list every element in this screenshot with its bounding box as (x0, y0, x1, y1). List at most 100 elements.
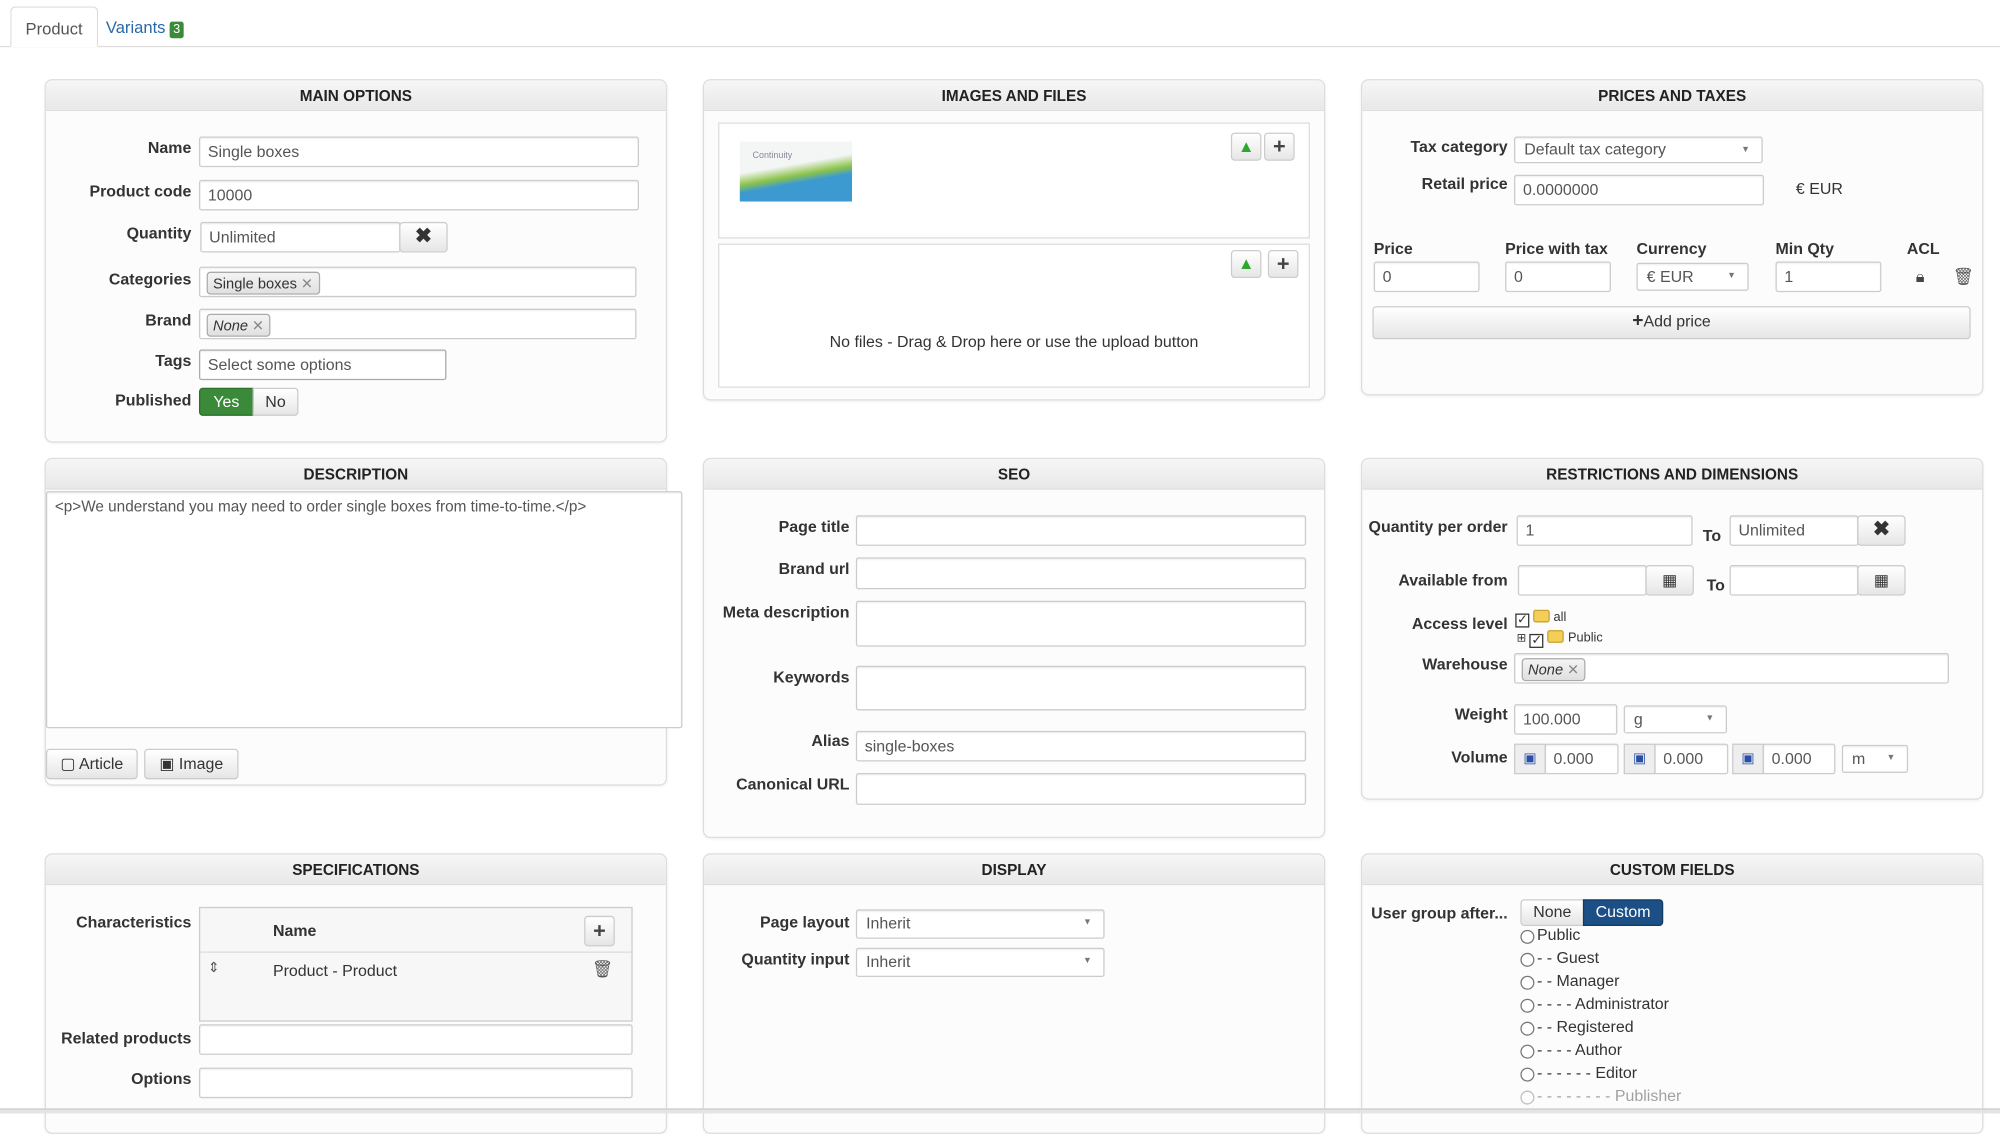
radio-icon[interactable] (1520, 998, 1535, 1013)
radio-group-publisher[interactable]: - - - - - - - - Publisher (1520, 1087, 1681, 1105)
close-icon: ✖ (1872, 519, 1890, 541)
plus-icon: + (1276, 251, 1290, 276)
tax-category-select[interactable]: Default tax category (1514, 136, 1763, 164)
radio-group-author[interactable]: - - - - Author (1520, 1041, 1622, 1059)
volume-unit-select[interactable]: m (1841, 744, 1909, 773)
radio-group-editor[interactable]: - - - - - - Editor (1520, 1064, 1637, 1082)
add-characteristic-button[interactable]: + (584, 915, 615, 947)
product-code-label: Product code (89, 182, 192, 201)
radio-icon[interactable] (1520, 929, 1535, 944)
add-file-button[interactable]: + (1267, 249, 1299, 279)
available-to-input[interactable] (1729, 565, 1859, 596)
tab-variants[interactable]: Variants 3 (92, 6, 198, 47)
clear-quantity-to-button[interactable]: ✖ (1857, 515, 1906, 546)
warehouse-label: Warehouse (1422, 655, 1508, 674)
radio-group-registered[interactable]: - - Registered (1520, 1018, 1634, 1036)
drag-handle-icon[interactable]: ⇕ (207, 960, 220, 976)
plus-icon: + (1272, 133, 1286, 159)
page-layout-select[interactable]: Inherit (855, 909, 1105, 939)
published-no-button[interactable]: No (252, 387, 299, 416)
product-code-input[interactable]: 10000 (198, 179, 640, 211)
brand-input[interactable]: None ✕ (198, 308, 637, 340)
user-group-custom-button[interactable]: Custom (1582, 899, 1664, 927)
available-from-input[interactable] (1517, 565, 1647, 596)
warehouse-input[interactable]: None ✕ (1514, 653, 1949, 684)
alias-input[interactable]: single-boxes (855, 730, 1307, 762)
quantity-input-select[interactable]: Inherit (855, 947, 1105, 978)
radio-icon[interactable] (1520, 1090, 1535, 1105)
upload-icon: ▲ (1237, 253, 1255, 273)
article-icon: ▢ (60, 755, 79, 773)
quantity-input[interactable]: Unlimited (200, 221, 401, 253)
files-dropzone[interactable] (718, 243, 1310, 388)
volume-height-input[interactable]: 0.000 (1762, 743, 1836, 775)
page-title-input[interactable] (855, 515, 1307, 546)
user-group-none-button[interactable]: None (1520, 899, 1585, 927)
trash-icon[interactable]: 🗑︎ (1952, 266, 1974, 286)
retail-price-input[interactable]: 0.0000000 (1514, 174, 1765, 206)
category-tag[interactable]: Single boxes ✕ (206, 271, 320, 295)
related-products-input[interactable] (198, 1024, 633, 1055)
published-yes-button[interactable]: Yes (198, 387, 254, 416)
trash-icon[interactable]: 🗑︎ (591, 959, 613, 979)
canonical-url-input[interactable] (855, 772, 1307, 805)
folder-icon (1533, 609, 1550, 623)
remove-tag-icon[interactable]: ✕ (1566, 663, 1580, 679)
checkbox-checked-icon[interactable]: ✓ (1515, 613, 1530, 628)
weight-unit-select[interactable]: g (1623, 705, 1728, 734)
currency-select[interactable]: € EUR (1636, 262, 1749, 291)
quantity-to-input[interactable]: Unlimited (1729, 515, 1859, 546)
access-all-node[interactable]: ✓ all (1515, 609, 1566, 628)
panel-title: IMAGES AND FILES (704, 80, 1324, 111)
volume-length-input[interactable]: 0.000 (1544, 743, 1619, 775)
clear-quantity-button[interactable]: ✖ (399, 221, 448, 253)
quantity-label: Quantity (126, 224, 192, 243)
name-input[interactable]: Single boxes (198, 136, 640, 168)
add-image-button[interactable]: + (1264, 132, 1295, 161)
meta-description-input[interactable] (855, 600, 1307, 647)
min-qty-input[interactable]: 1 (1775, 261, 1882, 293)
alias-label: Alias (811, 732, 850, 750)
radio-label: - - - - - - - - Publisher (1536, 1086, 1682, 1105)
radio-group-public[interactable]: Public (1520, 926, 1580, 944)
upload-file-button[interactable]: ▲ (1230, 249, 1262, 279)
radio-icon[interactable] (1520, 975, 1535, 990)
quantity-from-input[interactable]: 1 (1516, 515, 1693, 546)
insert-article-button[interactable]: ▢ Article (45, 748, 138, 780)
categories-input[interactable]: Single boxes ✕ (198, 266, 637, 298)
tab-product[interactable]: Product (10, 6, 98, 48)
upload-image-button[interactable]: ▲ (1230, 132, 1262, 161)
volume-width-input[interactable]: 0.000 (1654, 743, 1729, 775)
available-from-calendar-button[interactable]: ▦ (1645, 565, 1694, 596)
options-input[interactable] (198, 1067, 633, 1099)
price-input[interactable]: 0 (1373, 261, 1480, 293)
radio-group-manager[interactable]: - - Manager (1520, 972, 1619, 990)
radio-icon[interactable] (1520, 1021, 1535, 1036)
price-with-tax-input[interactable]: 0 (1505, 261, 1611, 293)
access-public-node[interactable]: ⊞ ✓ Public (1517, 630, 1603, 648)
add-price-button[interactable]: +Add price (1372, 306, 1971, 340)
warehouse-tag[interactable]: None ✕ (1521, 658, 1586, 682)
insert-image-button[interactable]: ▣ Image (144, 748, 239, 780)
checkbox-checked-icon[interactable]: ✓ (1529, 633, 1544, 648)
brand-tag[interactable]: None ✕ (206, 313, 271, 337)
lock-icon[interactable]: 🔒︎ (1915, 266, 1925, 286)
radio-group-administrator[interactable]: - - - - Administrator (1520, 995, 1669, 1013)
radio-label: - - Guest (1536, 948, 1599, 967)
tags-input[interactable]: Select some options (198, 349, 447, 381)
weight-input[interactable]: 100.000 (1514, 704, 1618, 735)
radio-icon[interactable] (1520, 952, 1535, 967)
characteristics-label: Characteristics (76, 913, 192, 932)
remove-tag-icon[interactable]: ✕ (300, 276, 314, 293)
available-to-calendar-button[interactable]: ▦ (1857, 565, 1906, 596)
col-acl: ACL (1906, 239, 1940, 258)
radio-icon[interactable] (1520, 1067, 1535, 1082)
product-image-thumbnail[interactable]: Continuity (739, 141, 853, 202)
brand-url-input[interactable] (855, 557, 1307, 590)
expand-icon[interactable]: ⊞ (1516, 631, 1527, 645)
radio-group-guest[interactable]: - - Guest (1520, 949, 1599, 967)
radio-icon[interactable] (1520, 1044, 1535, 1059)
description-textarea[interactable]: <p>We understand you may need to order s… (45, 491, 683, 729)
keywords-input[interactable] (855, 665, 1307, 711)
remove-tag-icon[interactable]: ✕ (251, 318, 265, 335)
